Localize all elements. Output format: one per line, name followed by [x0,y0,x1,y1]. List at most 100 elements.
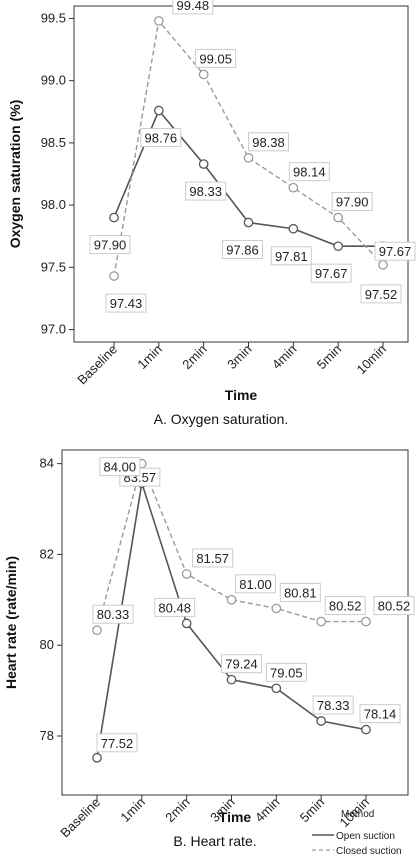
data-label-box [140,128,182,148]
data-label-text: 79.05 [270,665,303,680]
data-label-text: 77.52 [101,736,134,751]
data-point-closed-suction [181,569,192,579]
data-label-box [105,293,147,313]
data-label: 97.90 [89,235,131,255]
data-point-open-suction [109,212,119,223]
data-label: 81.57 [192,548,234,568]
y-axis-ticks: 97.0 97.5 98.0 98.5 99.0 99.5 [41,10,74,337]
data-label-box [89,235,131,255]
x-tick-label: 4min [269,342,300,373]
data-label-box [359,704,401,724]
x-tick-label: 1min [117,795,148,826]
data-label-text: 98.38 [252,135,285,150]
data-label-text: 98.76 [145,131,178,146]
data-labels: 97.90 98.76 98.33 97.86 97.81 97.67 97.67 97.43… [89,0,416,313]
data-label: 98.14 [288,162,330,182]
data-label-box [235,574,276,594]
data-label-box [96,733,138,753]
y-tick-label: 99.5 [41,10,66,25]
data-label-box [99,457,141,477]
data-label-text: 97.90 [336,195,369,210]
x-tick-label: Baseline [57,795,103,841]
y-tick-label: 99.0 [41,73,66,88]
data-label-box [360,284,402,304]
y-axis-title: Heart rate (rate/min) [3,556,19,689]
data-label-box [172,0,214,15]
y-tick-label: 84 [40,456,54,471]
data-label-text: 97.86 [226,243,259,258]
data-point-open-suction [198,159,209,169]
data-label-text: 97.52 [365,287,398,302]
y-tick-label: 97.0 [41,322,66,337]
x-tick-label: 2min [162,795,193,826]
data-label-text: 97.90 [94,238,127,253]
data-point-open-suction [181,618,192,629]
x-axis-ticks: Baseline 1min 2min 3min 4min 5min 10min [74,342,389,388]
data-labels: 77.5283.5780.4879.2479.0578.3378.1480.33… [92,457,415,753]
y-tick-label: 98.0 [41,197,66,212]
data-point-closed-suction [378,259,388,270]
x-tick-label: 2min [179,342,210,373]
data-label-box [195,48,237,68]
data-label: 97.90 [331,192,373,212]
data-point-open-suction [226,674,237,685]
data-label-box [373,596,415,616]
data-label: 97.67 [374,241,416,261]
data-label: 97.43 [105,293,147,313]
chart-oxygen-saturation: 97.0 97.5 98.0 98.5 99.0 99.5 Baseline 1min 2mi… [7,0,416,427]
data-point-closed-suction [153,16,164,26]
legend-title: Method [341,809,374,820]
legend: Method Open suction Closed suction [312,809,402,857]
data-label-text: 80.52 [378,599,411,614]
data-label: 80.81 [279,582,321,602]
x-axis-title: Time [219,809,252,825]
data-point-closed-suction [288,182,299,193]
plot-frame [73,5,409,343]
x-axis-title: Time [225,387,258,403]
data-point-closed-suction [109,271,119,281]
data-label: 79.24 [221,654,262,674]
data-label-box [222,240,263,260]
y-axis-ticks: 78 80 82 84 [40,456,62,743]
data-label-box [331,192,373,212]
data-point-open-suction [361,724,371,735]
data-label-box [279,582,321,602]
data-label: 97.81 [270,246,312,266]
data-point-closed-suction [92,625,102,636]
data-point-open-suction [316,716,327,726]
x-tick-label: 10min [353,342,389,378]
data-label-box [185,181,227,201]
data-point-open-suction [92,752,102,763]
data-point-closed-suction [198,69,209,80]
data-label: 80.33 [92,604,134,624]
data-label-box [154,597,196,617]
data-label-text: 97.43 [110,296,143,311]
legend-label-closed-suction: Closed suction [336,846,402,857]
data-point-closed-suction [333,212,344,223]
data-point-closed-suction [361,616,371,627]
data-label-text: 78.14 [364,707,397,722]
data-label-box [221,654,262,674]
data-label: 78.33 [312,695,354,715]
data-label: 99.05 [195,48,237,68]
data-label: 80.52 [373,596,415,616]
data-label: 98.33 [185,181,227,201]
data-label: 81.00 [235,574,276,594]
data-point-open-suction [288,223,299,234]
data-label-text: 81.57 [196,551,229,566]
data-label-text: 80.48 [158,600,191,615]
data-label: 97.67 [310,263,352,283]
data-label-text: 99.05 [199,51,232,66]
data-label-text: 98.33 [189,184,222,199]
data-label-box [192,548,234,568]
data-label-box [324,596,366,616]
data-label-text: 98.14 [293,165,326,180]
caption: B. Heart rate. [173,833,256,849]
data-label: 77.52 [96,733,138,753]
data-label-text: 80.33 [97,607,130,622]
data-point-closed-suction [271,603,282,614]
data-label-text: 79.24 [225,657,258,672]
data-label: 79.05 [265,662,307,682]
data-point-closed-suction [316,616,327,627]
